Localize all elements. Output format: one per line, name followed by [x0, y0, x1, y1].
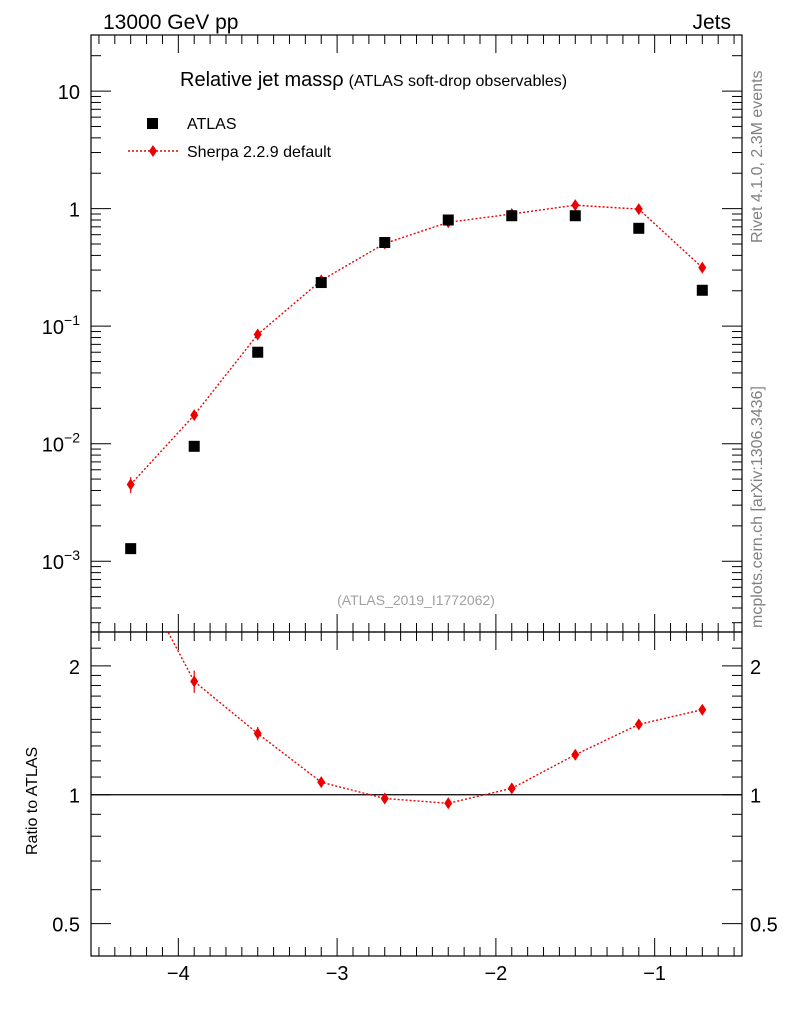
ratio-xtick-label: −2 — [484, 963, 507, 985]
sherpa-line — [130, 204, 703, 485]
ratio-ytick-label-right: 1 — [750, 786, 761, 808]
plot-title: Relative jet massρ (ATLAS soft-drop obser… — [180, 69, 567, 91]
atlas-point — [569, 210, 581, 222]
ratio-point — [253, 727, 262, 740]
plot-title-symbol: ρ — [332, 69, 343, 91]
ratio-axes: 2 2 1 1 0.5 0.5 −4 −3 −2 −1 — [52, 632, 778, 985]
atlas-point — [696, 284, 708, 296]
sherpa-point — [698, 261, 707, 274]
sherpa-point — [253, 328, 262, 341]
legend: ATLAS Sherpa 2.2.9 default — [128, 116, 332, 161]
main-ytick-label: 10−3 — [42, 547, 80, 574]
ratio-line — [167, 632, 703, 805]
atlas-point — [506, 210, 518, 222]
sherpa-point — [571, 199, 580, 212]
ratio-plot-frame — [90, 631, 743, 957]
legend-atlas-marker — [147, 118, 158, 129]
ratio-point — [317, 776, 326, 789]
process-label: Jets — [692, 11, 731, 34]
ratio-ytick-label: 2 — [69, 657, 80, 679]
energy-label: 13000 GeV pp — [103, 11, 238, 34]
sherpa-point — [126, 478, 135, 491]
atlas-point — [633, 222, 645, 234]
ratio-ytick-label: 1 — [69, 786, 80, 808]
ratio-point — [190, 675, 199, 688]
sherpa-point — [190, 409, 199, 422]
ratio-point — [634, 718, 643, 731]
ratio-data — [127, 556, 707, 810]
atlas-point — [188, 440, 200, 452]
main-ytick-label: 1 — [69, 200, 80, 222]
atlas-point — [125, 543, 137, 555]
ratio-ylabel: Ratio to ATLAS — [24, 747, 41, 855]
main-ytick-label: 10−1 — [42, 312, 80, 339]
ratio-ytick-label-right: 2 — [750, 657, 761, 679]
ratio-ytick-label: 0.5 — [52, 915, 80, 937]
ratio-xtick-label: −4 — [167, 963, 190, 985]
atlas-point — [442, 214, 454, 226]
mcplots-label: mcplots.cern.ch [arXiv:1306.3436] — [749, 386, 766, 628]
main-ytick-label: 10−2 — [42, 430, 80, 457]
sherpa-point — [634, 203, 643, 216]
legend-atlas-label: ATLAS — [187, 116, 237, 133]
main-axes: 10 1 10−1 10−2 10−3 — [42, 35, 742, 632]
plot-title-main: Relative jet mass — [180, 69, 332, 91]
ratio-point — [507, 782, 516, 795]
ratio-point — [380, 792, 389, 805]
main-ytick-label: 10 — [58, 82, 80, 104]
atlas-point — [379, 236, 391, 248]
atlas-point — [315, 277, 327, 289]
ratio-point — [127, 556, 135, 568]
ratio-ytick-label-right: 0.5 — [750, 915, 778, 937]
legend-sherpa-marker — [149, 145, 157, 157]
rivet-label: Rivet 4.1.0, 2.3M events — [749, 70, 766, 243]
ratio-xtick-label: −3 — [326, 963, 349, 985]
legend-sherpa-label: Sherpa 2.2.9 default — [187, 144, 332, 161]
ratio-point — [571, 748, 580, 761]
ratio-xtick-label: −1 — [643, 963, 666, 985]
ratio-point — [698, 703, 707, 716]
plot-title-sub: (ATLAS soft-drop observables) — [349, 73, 567, 90]
analysis-label: (ATLAS_2019_I1772062) — [337, 592, 495, 608]
atlas-point — [252, 346, 264, 358]
ratio-point — [444, 797, 453, 810]
main-data — [125, 199, 708, 555]
